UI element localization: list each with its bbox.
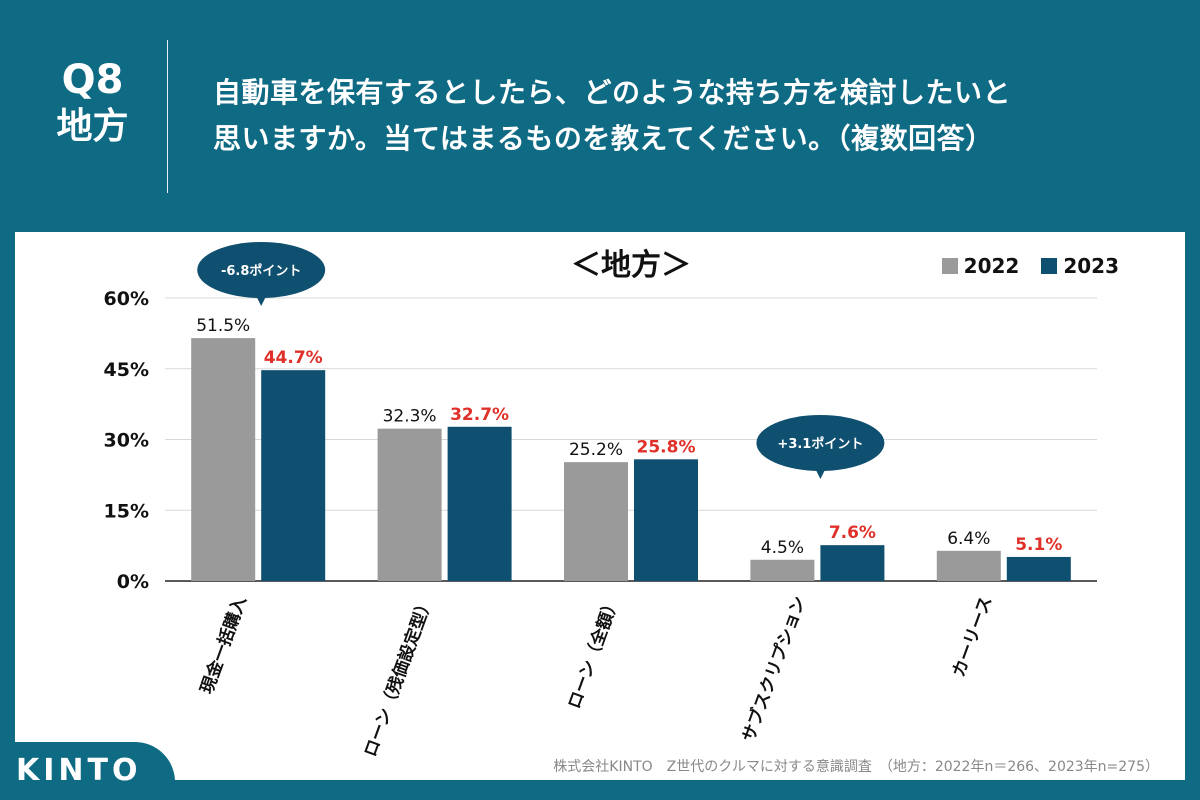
legend-label-2023: 2023 <box>1063 254 1119 278</box>
data-label-2022: 4.5% <box>761 538 804 558</box>
data-label-2022: 32.3% <box>383 407 437 427</box>
legend-swatch-2022 <box>941 258 958 274</box>
question-line-2: 思いますか。当てはまるものを教えてください。（複数回答） <box>213 122 994 155</box>
source-note: 株式会社KINTO Z世代のクルマに対する意識調査 （地方：2022年n＝266… <box>553 759 1159 775</box>
question-number: Q8 <box>61 57 124 103</box>
bar-2022 <box>936 550 1001 581</box>
bar-2023 <box>820 545 885 581</box>
annotation-bubble <box>756 415 885 471</box>
bar-2022 <box>377 428 442 581</box>
y-tick-label: 45% <box>104 359 149 381</box>
x-category-label: 現金一括購入 <box>196 594 251 697</box>
data-label-2022: 6.4% <box>947 529 990 549</box>
annotation-text: +3.1ポイント <box>777 436 863 452</box>
question-line-1: 自動車を保有するとしたら、どのような持ち方を検討したいと <box>213 76 1012 109</box>
header-divider <box>167 40 168 193</box>
question-region: 地方 <box>56 106 129 147</box>
bar-2023 <box>634 459 698 581</box>
legend-item-2022: 2022 <box>941 254 1020 278</box>
bar-2023 <box>1006 556 1071 581</box>
y-tick-label: 15% <box>104 500 149 522</box>
x-category-label: サブスクリプション <box>738 594 810 745</box>
annotation-text: -6.8ポイント <box>221 263 301 279</box>
data-label-2023: 7.6% <box>829 523 876 543</box>
y-tick-label: 60% <box>104 288 149 310</box>
question-text: 自動車を保有するとしたら、どのような持ち方を検討したいと 思いますか。当てはまる… <box>213 70 1153 162</box>
y-tick-label: 0% <box>117 571 149 593</box>
kinto-logo-text: KINTO <box>16 753 142 788</box>
chart-legend: 2022 2023 <box>941 254 1119 278</box>
legend-label-2022: 2022 <box>963 254 1020 278</box>
bar-2023 <box>447 426 512 581</box>
data-label-2022: 25.2% <box>569 440 623 460</box>
y-tick-label: 30% <box>104 430 149 452</box>
chart-panel: ＜地方＞ 2022 2023 0% 15% 30% 45% 60% 51.5% 44.7% 現… <box>15 232 1185 780</box>
bar-2023 <box>261 370 326 581</box>
x-category-label: ローン（残価設定型） <box>360 594 438 760</box>
x-category-label: ローン（全額） <box>564 594 624 712</box>
x-category-label: カーリース <box>949 594 997 680</box>
kinto-logo: KINTO <box>0 742 175 800</box>
data-label-2023: 32.7% <box>450 405 509 425</box>
data-label-2023: 5.1% <box>1015 535 1062 555</box>
data-label-2022: 51.5% <box>196 316 250 336</box>
annotation-pointer <box>813 465 828 479</box>
annotation-pointer <box>254 292 269 306</box>
question-number-box: Q8 地方 <box>30 58 155 152</box>
bar-chart: 0% 15% 30% 45% 60% 51.5% 44.7% 現金一括購入 32.3% 32.7%… <box>104 242 1097 760</box>
legend-swatch-2023 <box>1041 258 1058 274</box>
chart-title: ＜地方＞ <box>571 248 691 283</box>
annotation-bubble <box>197 242 326 298</box>
bar-2022 <box>191 338 256 581</box>
legend-item-2023: 2023 <box>1041 254 1119 278</box>
data-label-2023: 44.7% <box>264 348 323 368</box>
bar-2022 <box>750 559 815 581</box>
bar-2022 <box>564 462 628 581</box>
data-label-2023: 25.8% <box>637 437 696 457</box>
